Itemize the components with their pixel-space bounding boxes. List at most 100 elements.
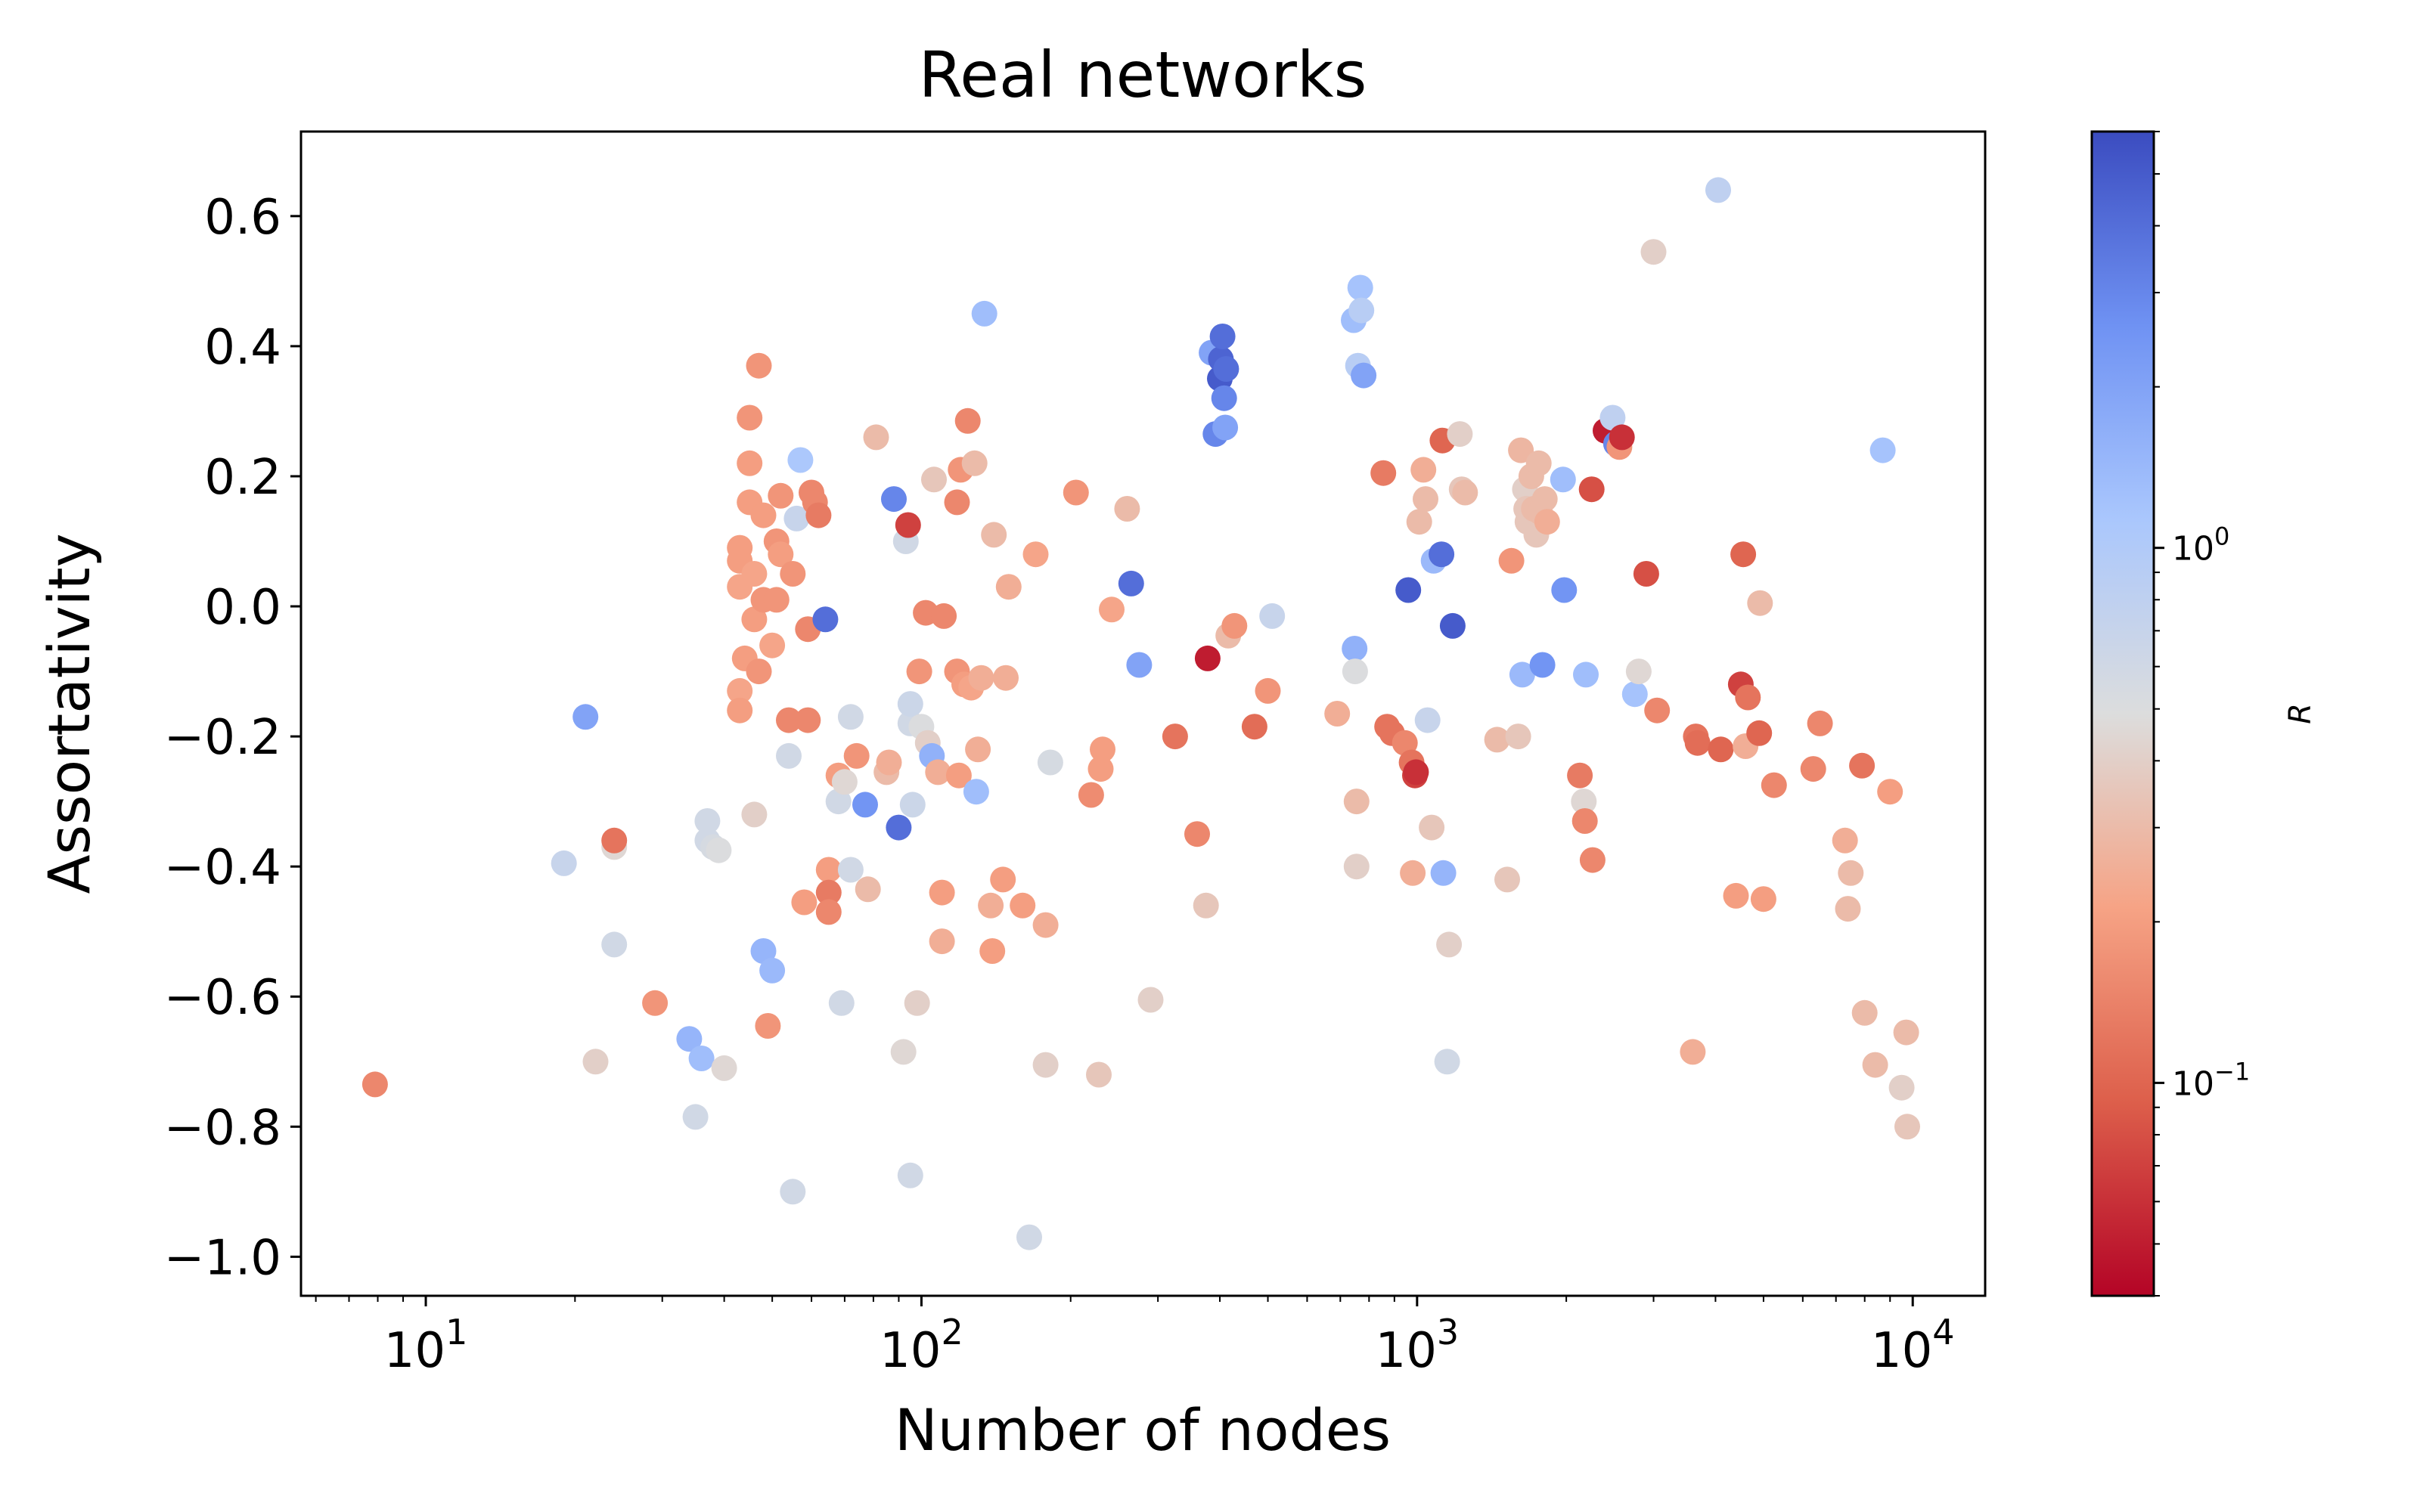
data-point [1032,1052,1059,1078]
data-point [1761,772,1787,798]
data-point [1494,866,1520,893]
data-point [1259,603,1286,629]
data-point [795,707,821,733]
data-point [1509,662,1535,688]
colorbar-ticks: 100 10−1 [2154,131,2250,1297]
data-point [1680,1039,1706,1065]
data-point [1395,577,1422,603]
data-point [1022,541,1049,568]
data-point [852,792,878,818]
data-point [904,990,930,1016]
data-point [791,889,818,916]
data-point [1747,590,1773,616]
data-point [843,742,870,769]
data-point [1419,814,1445,841]
data-point [551,850,577,876]
data-point [921,466,947,493]
data-point [1862,1052,1888,1078]
data-point [1037,749,1063,776]
data-point [978,892,1004,919]
data-point [750,502,777,528]
data-point [825,789,852,815]
y-tick-label: −0.2 [164,710,281,766]
x-tick-label: 102 [880,1312,963,1379]
data-point [1838,860,1864,886]
data-point [1403,759,1429,785]
data-point [855,876,881,903]
data-point [1016,1224,1042,1250]
data-point [1534,509,1560,535]
data-point [572,704,599,730]
data-point [676,1026,703,1052]
data-point [1211,385,1237,411]
data-point [897,1162,923,1188]
data-point [1436,931,1463,958]
data-point [1551,577,1578,603]
data-point [1531,486,1558,513]
data-point [1193,892,1219,919]
data-point [1439,612,1466,639]
data-point [1550,466,1576,493]
data-point [1090,736,1115,763]
data-point [897,691,923,717]
data-point [881,486,907,513]
data-point [815,879,842,906]
plot-area [299,130,1987,1297]
data-point [1194,645,1221,671]
data-point [1114,496,1140,522]
data-point [995,574,1022,600]
data-point [1888,1074,1915,1101]
colorbar: 100 10−1 R [2090,130,2318,1297]
data-point [1221,612,1248,639]
y-axis: 0.6 0.4 0.2 0.0 −0.2 −0.4 −0.6 −0.8 −1.0 [164,190,301,1286]
data-point [1137,987,1164,1013]
data-point [1567,762,1593,789]
data-point [961,450,988,476]
y-axis-label: Assortativity [36,533,103,894]
y-tick-label: 0.0 [204,580,281,636]
data-point [931,603,957,629]
data-point [1609,424,1635,451]
data-point [1032,912,1059,938]
data-point [1894,1114,1920,1140]
data-point [1348,297,1375,324]
data-point [899,792,926,818]
y-tick-label: −1.0 [164,1230,281,1286]
data-point [990,866,1016,893]
data-point [805,502,832,528]
data-point [1579,847,1606,873]
data-point [1429,541,1455,568]
data-point [815,857,842,883]
data-point [963,779,989,805]
data-point [890,1039,917,1065]
data-point [944,489,970,516]
data-point [1370,460,1397,486]
data-point [1625,658,1652,685]
data-point [1849,752,1876,779]
data-point [768,482,794,509]
data-point [1392,730,1418,756]
data-point [1529,652,1556,678]
data-point [1324,701,1351,727]
data-point [1255,677,1281,704]
data-point [1078,782,1104,808]
data-point [1578,476,1605,503]
data-point [1414,707,1441,733]
data-point [737,450,763,476]
data-point [1599,404,1626,431]
data-point [1851,999,1878,1026]
data-point [929,928,955,955]
chart-title: Real networks [919,38,1367,112]
data-point [1343,854,1370,880]
data-point [1750,886,1776,912]
data-point [1877,779,1903,805]
colorbar-tick-label: 10−1 [2172,1057,2250,1103]
data-point [706,837,732,863]
data-point [1430,860,1457,886]
data-point [759,632,786,658]
data-point [1484,727,1510,753]
data-point [582,1049,609,1075]
y-tick-label: 0.6 [204,190,281,246]
data-point [815,899,842,925]
